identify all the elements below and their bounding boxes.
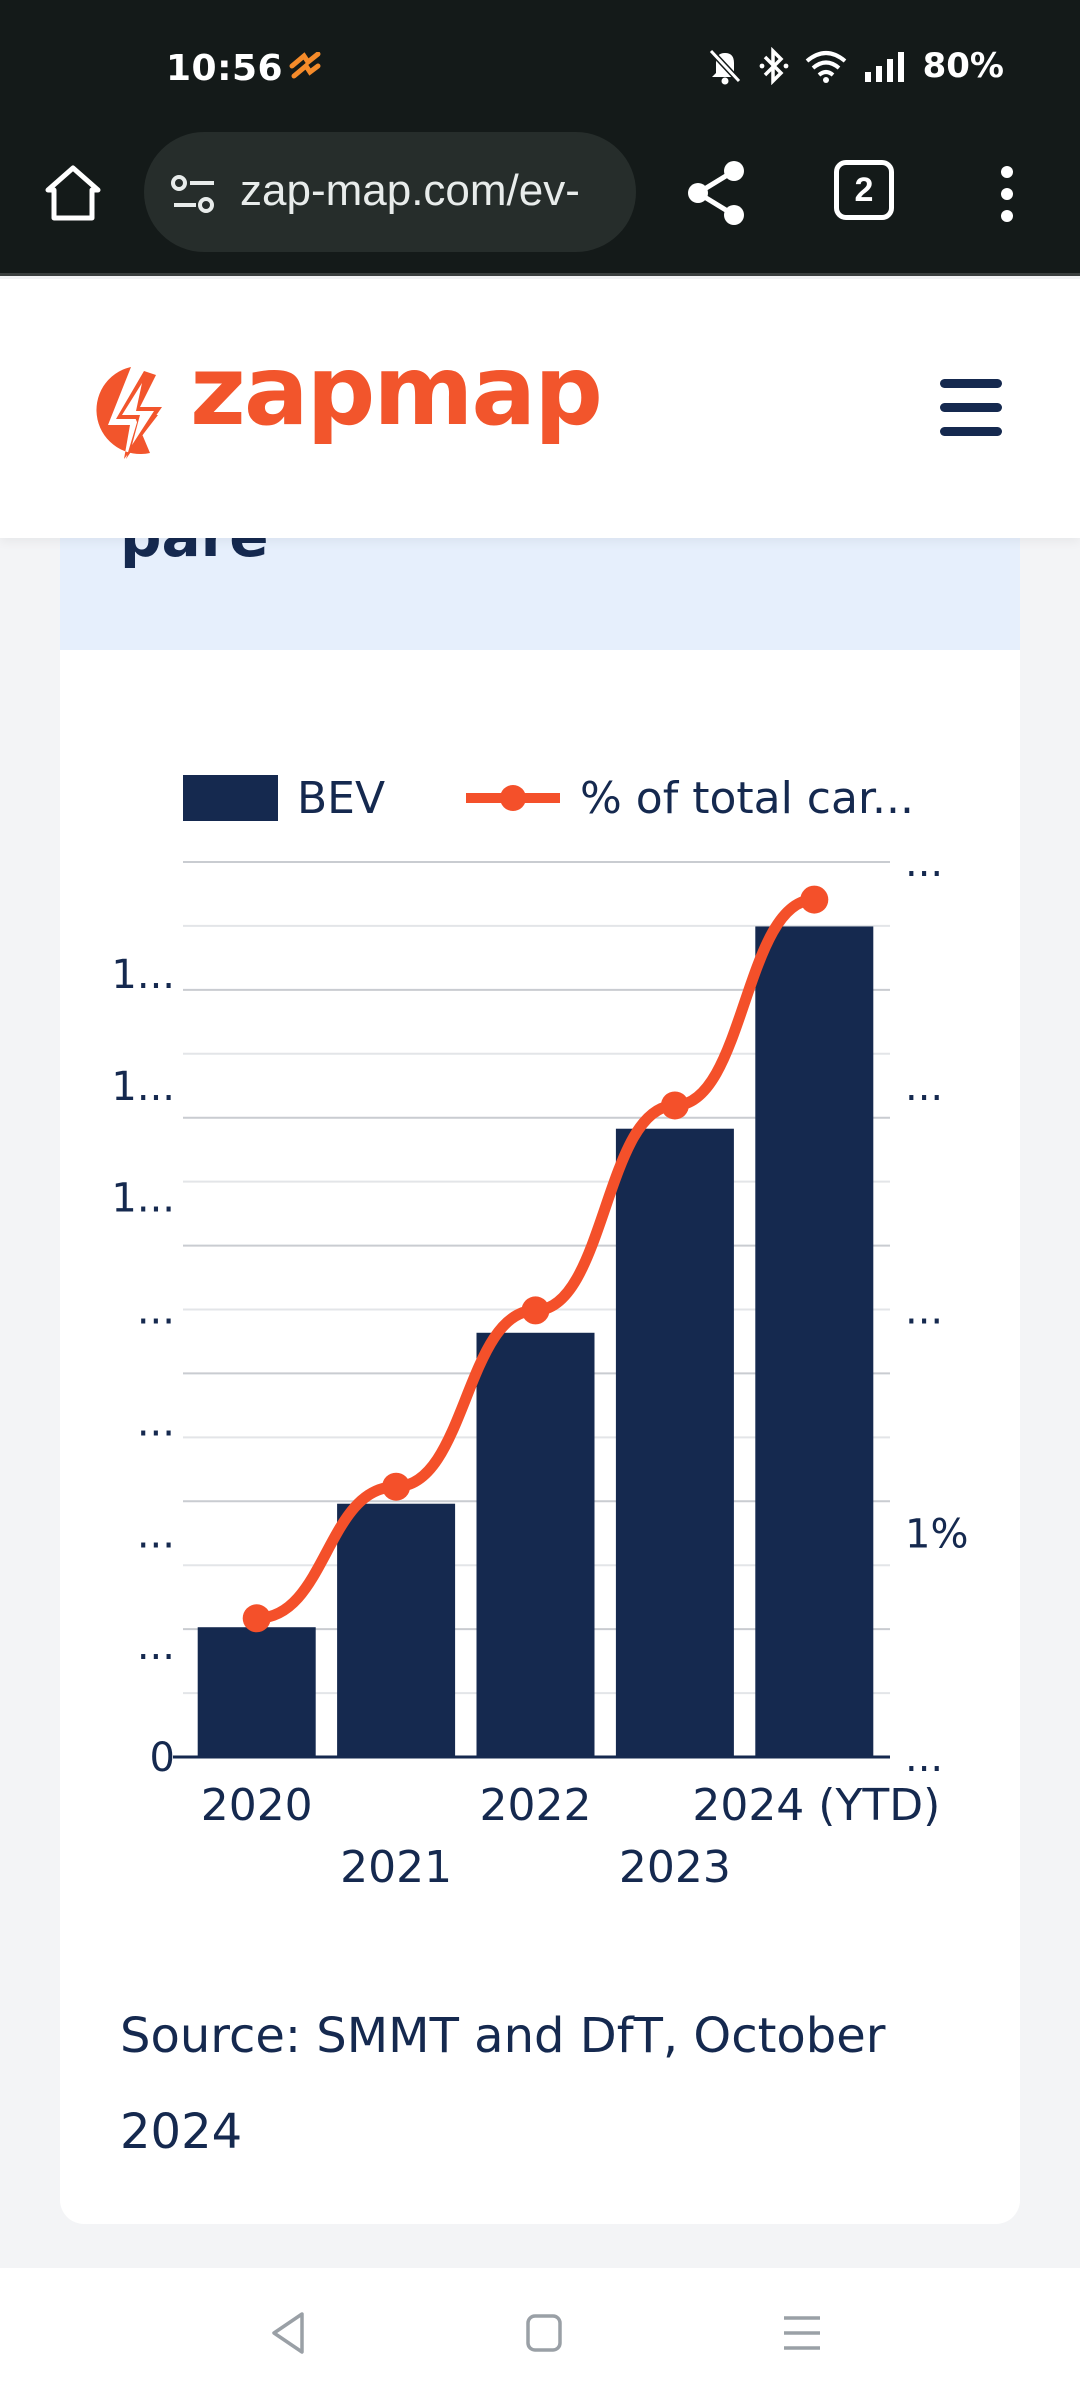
line-point-2021[interactable] [382,1472,411,1501]
hamburger-icon[interactable] [940,379,1002,437]
card-header: pare [60,538,1020,650]
bar-2024YTD[interactable] [755,926,874,1757]
chart-ticks: 0............1...1...1......1%.........2… [111,840,968,1893]
more-icon[interactable] [990,164,1024,224]
system-nav-bar [0,2268,1080,2400]
home-icon[interactable] [40,160,106,226]
bar-2022[interactable] [476,1332,595,1757]
line-point-2023[interactable] [660,1091,689,1120]
y-right-tick-label: 1% [905,1511,968,1557]
legend-swatch-line-dot [500,785,526,811]
bar-2021[interactable] [337,1503,456,1757]
bluetooth-icon [759,47,789,85]
wifi-icon [805,51,846,83]
url-text: zap-map.com/ev- [240,166,580,215]
ev-registrations-chart: BEV % of total car... 0............ 1... 1… [111,773,968,1893]
y-left-tick-label: ... [137,1399,175,1445]
line-point-2020[interactable] [242,1604,271,1633]
y-left-tick-label: 1... [111,952,175,998]
x-tick-label: 2021 [340,1842,452,1893]
x-tick-label: 2022 [480,1780,592,1831]
y-left-tick-label: ... [137,1288,175,1334]
y-right-tick-label: ... [905,1735,943,1781]
y-left-tick-label: 1... [111,1064,175,1110]
legend-label-percent: % of total car... [580,773,914,824]
y-right-tick-label: ... [905,1288,943,1334]
y-left-tick-label: 0 [150,1735,175,1781]
battery-level: 80% [922,46,1004,86]
y-right-tick-label: ... [905,840,943,886]
y-right-tick-label: ... [905,1064,943,1110]
legend-label-bev: BEV [297,773,385,824]
app-notification-icon [289,52,321,79]
y-left-tick-label: ... [137,1511,175,1557]
card-title-fragment: pare [120,538,269,570]
site-header: zapmap [0,279,1080,538]
status-bar: 10:56 80% [0,0,1080,130]
share-icon[interactable] [684,158,750,228]
status-time: 10:56 [166,48,284,89]
y-left-tick-label: 1... [111,1176,175,1222]
chart-line [242,885,829,1633]
address-bar[interactable]: zap-map.com/ev- [144,132,636,252]
zapmap-logo-icon[interactable] [86,363,176,463]
line-point-2022[interactable] [521,1296,550,1325]
mute-icon [708,48,741,85]
x-tick-label: 2024 (YTD) [692,1780,940,1831]
x-tick-label: 2023 [619,1842,731,1893]
chart-source: Source: SMMT and DfT, October 2024 [120,2008,886,2160]
home-nav-icon[interactable] [524,2308,564,2358]
line-point-2024YTD[interactable] [800,885,829,914]
signal-icon [864,52,904,82]
back-icon[interactable] [268,2308,308,2358]
bar-2020[interactable] [197,1627,316,1757]
chart-bars [197,926,874,1757]
recents-icon[interactable] [780,2308,824,2358]
zapmap-logo-text[interactable]: zapmap [190,335,603,447]
browser-toolbar: zap-map.com/ev- 2 [0,130,1080,276]
y-left-tick-label: ... [137,1623,175,1669]
site-settings-icon[interactable] [170,174,218,214]
bar-2023[interactable] [615,1128,734,1757]
legend-swatch-bev [183,775,278,821]
tab-switcher-button[interactable]: 2 [834,160,894,220]
x-tick-label: 2020 [201,1780,313,1831]
